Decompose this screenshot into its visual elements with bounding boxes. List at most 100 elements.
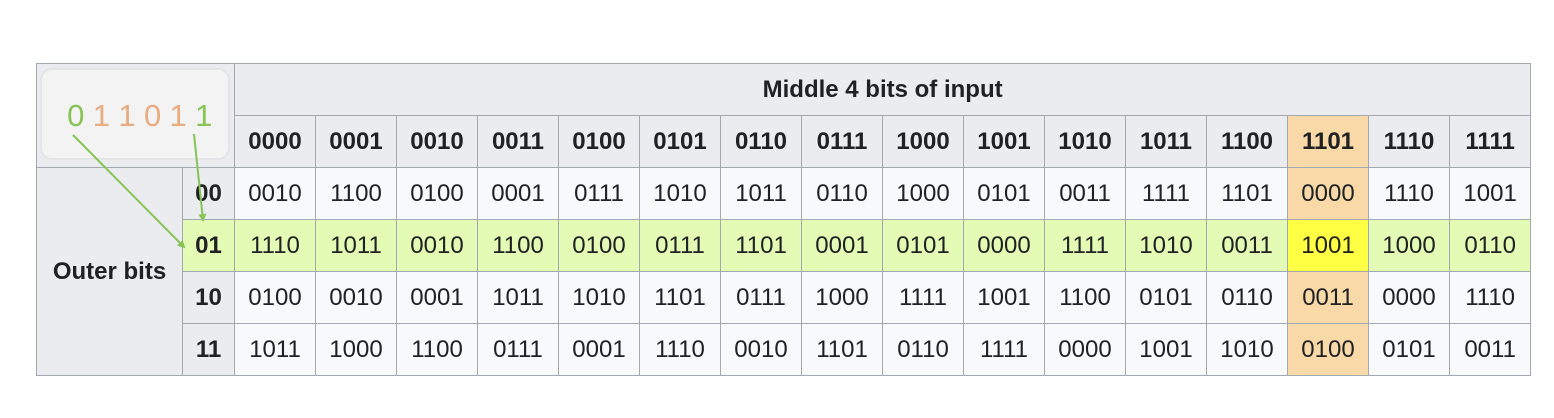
table-cell: 0110	[882, 323, 964, 376]
table-cell: 1000	[882, 167, 964, 220]
column-header: 1111	[1448, 115, 1532, 168]
table-cell: 0011	[1287, 271, 1369, 324]
column-header: 0001	[315, 115, 397, 168]
column-header: 0111	[801, 115, 883, 168]
table-cell: 1011	[720, 167, 802, 220]
table-cell: 0010	[720, 323, 802, 376]
table-cell: 0000	[1368, 271, 1450, 324]
table-cell: 1000	[315, 323, 397, 376]
column-header: 1100	[1206, 115, 1288, 168]
table-row: Outer bits 00 0010 1100 0100 0001 0111 1010 1011…	[36, 167, 1532, 376]
table-cell: 1100	[315, 167, 397, 220]
table-cell: 0010	[396, 219, 478, 272]
table-cell: 1011	[234, 323, 316, 376]
table-cell: 0110	[1206, 271, 1288, 324]
table-cell: 0101	[882, 219, 964, 272]
table-row: 10 0100 0010 0001 1011 1010 1101 0111 1000 1111 10…	[37, 271, 1532, 324]
table-cell: 1110	[639, 323, 721, 376]
table-cell: 0100	[234, 271, 316, 324]
column-header: 1011	[1125, 115, 1207, 168]
column-header: 0110	[720, 115, 802, 168]
table-cell: 1000	[801, 271, 883, 324]
table-cell: 0101	[1368, 323, 1450, 376]
middle-bits-header: Middle 4 bits of input	[233, 63, 1532, 116]
table-cell: 0001	[396, 271, 478, 324]
table-cell: 0000	[963, 219, 1045, 272]
table-cell: 1010	[558, 271, 640, 324]
input-bit-middle: 0	[143, 98, 162, 133]
table-cell: 1101	[720, 219, 802, 272]
table-cell: 1001	[963, 271, 1045, 324]
table-cell: 0100	[558, 219, 640, 272]
input-bit-middle: 1	[92, 98, 111, 133]
table-cell: 1011	[477, 271, 559, 324]
table-cell: 1110	[234, 219, 316, 272]
table-cell: 1000	[1368, 219, 1450, 272]
table-cell: 1010	[1206, 323, 1288, 376]
column-header: 1001	[963, 115, 1045, 168]
table-cell: 0101	[963, 167, 1045, 220]
table-cell: 0010	[315, 271, 397, 324]
table-cell: 0000	[1287, 167, 1369, 220]
table-cell: 1011	[315, 219, 397, 272]
table-cell: 0111	[558, 167, 640, 220]
column-header: 0000	[234, 115, 316, 168]
table-cell: 1101	[1206, 167, 1288, 220]
row-label: 00	[182, 167, 235, 220]
table-cell: 1111	[1125, 167, 1207, 220]
table-cell: 0111	[639, 219, 721, 272]
table-cell: 0111	[720, 271, 802, 324]
table-cell: 0100	[1287, 323, 1369, 376]
table-cell: 0001	[477, 167, 559, 220]
column-header: 0100	[558, 115, 640, 168]
table-cell: 1100	[477, 219, 559, 272]
column-header: 0011	[477, 115, 559, 168]
column-header: 1010	[1044, 115, 1126, 168]
table-cell: 0001	[801, 219, 883, 272]
row-label: 10	[182, 271, 235, 324]
column-header: 1000	[882, 115, 964, 168]
table-cell: 0100	[396, 167, 478, 220]
table-cell: 1010	[1125, 219, 1207, 272]
table-cell: 0010	[234, 167, 316, 220]
table-row: 11 1011 1000 1100 0111 0001 1110 0010 1101 0110 11…	[37, 323, 1532, 376]
table-cell: 1110	[1448, 271, 1532, 324]
table-cell: 0110	[801, 167, 883, 220]
table-cell: 1010	[639, 167, 721, 220]
table-cell: 1111	[963, 323, 1045, 376]
column-header: 1101	[1287, 115, 1369, 168]
table-cell: 1001	[1287, 219, 1369, 272]
table-cell: 1101	[801, 323, 883, 376]
table-cell: 1101	[639, 271, 721, 324]
table-cell: 1001	[1125, 323, 1207, 376]
row-label: 01	[182, 219, 235, 272]
table-cell: 0101	[1125, 271, 1207, 324]
table-cell: 1111	[1044, 219, 1126, 272]
table-cell: 1100	[396, 323, 478, 376]
input-bit-middle: 1	[118, 98, 136, 133]
column-header-row: 0000 0001 0010 0011 0100 0101 0110 0111 1000 1001…	[37, 115, 1532, 168]
table-cell: 1111	[882, 271, 964, 324]
input-bit-outer: 0	[67, 98, 85, 133]
row-label: 11	[182, 323, 235, 376]
table-cell: 0011	[1448, 323, 1532, 376]
column-header: 1110	[1368, 115, 1450, 168]
table-row: 01 1110 1011 0010 1100 0100 0111 1101 0001 0101 00…	[37, 219, 1532, 272]
outer-bits-header: Outer bits	[36, 167, 183, 376]
table-cell: 1001	[1448, 167, 1532, 220]
table-cell: 1100	[1044, 271, 1126, 324]
table-cell: 0110	[1448, 219, 1532, 272]
table-cell: 0011	[1044, 167, 1126, 220]
table-cell: 1110	[1368, 167, 1450, 220]
column-header: 0010	[396, 115, 478, 168]
input-bit-middle: 1	[169, 98, 187, 133]
column-header: 0101	[639, 115, 721, 168]
table-cell: 0011	[1206, 219, 1288, 272]
input-bit-outer: 1	[195, 98, 213, 133]
table-cell: 0111	[477, 323, 559, 376]
